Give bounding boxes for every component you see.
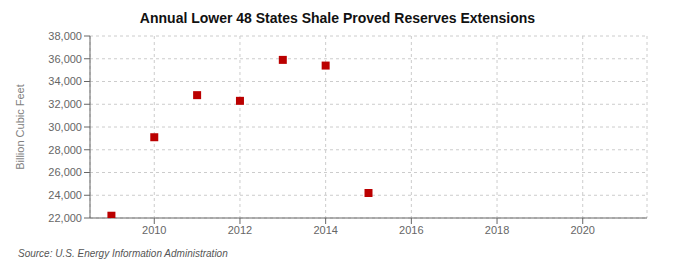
svg-text:30,000: 30,000 xyxy=(48,121,82,133)
html-text:Annual Lower 48 States Shale P: Annual Lower 48 States Shale Proved Rese… xyxy=(139,10,536,26)
svg-text:Billion Cubic Feet: Billion Cubic Feet xyxy=(14,84,26,170)
svg-text:24,000: 24,000 xyxy=(48,189,82,201)
svg-text:2018: 2018 xyxy=(485,224,509,236)
svg-text:28,000: 28,000 xyxy=(48,144,82,156)
svg-text:36,000: 36,000 xyxy=(48,53,82,65)
svg-text:2014: 2014 xyxy=(313,224,337,236)
html-text:Source: U.S. Energy Informatio: Source: U.S. Energy Information Administ… xyxy=(18,248,228,259)
svg-text:2016: 2016 xyxy=(399,224,423,236)
svg-text:32,000: 32,000 xyxy=(48,98,82,110)
svg-text:26,000: 26,000 xyxy=(48,166,82,178)
svg-text:38,000: 38,000 xyxy=(48,30,82,42)
svg-text:22,000: 22,000 xyxy=(48,212,82,224)
svg-text:2012: 2012 xyxy=(228,224,252,236)
svg-text:34,000: 34,000 xyxy=(48,75,82,87)
svg-text:2010: 2010 xyxy=(142,224,166,236)
svg-text:2020: 2020 xyxy=(570,224,594,236)
